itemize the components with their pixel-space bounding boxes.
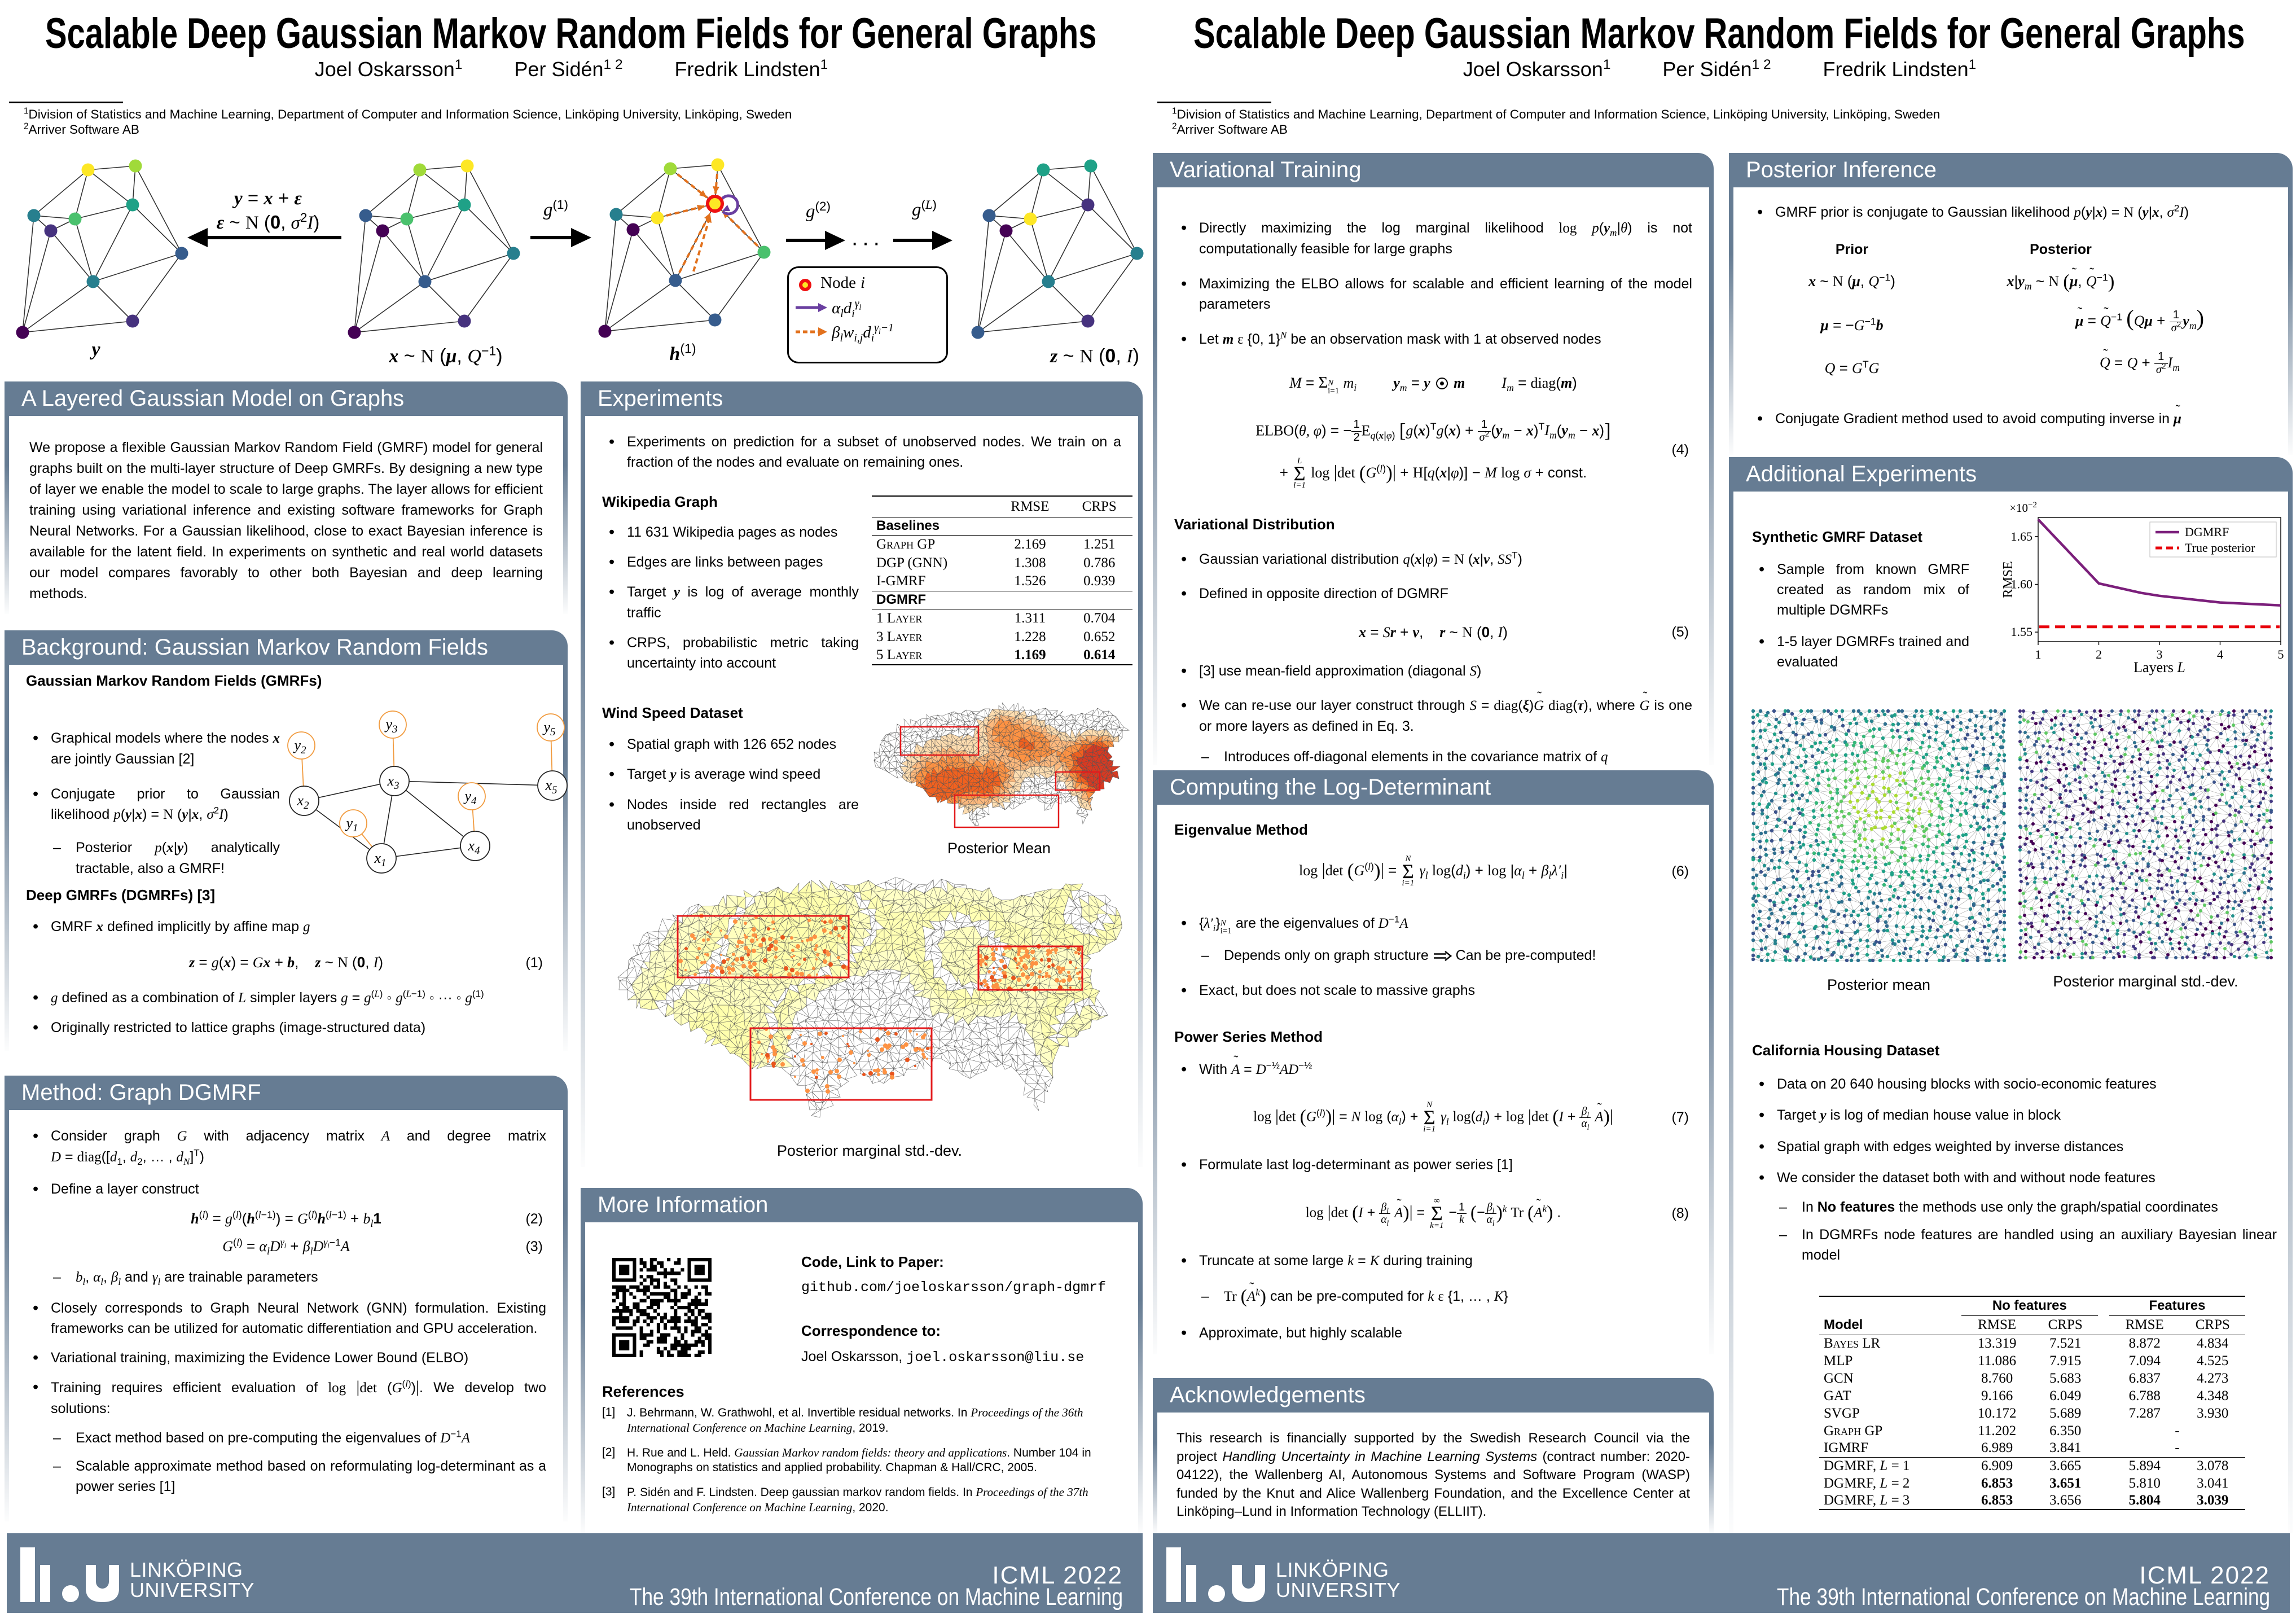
svg-text:True posterior: True posterior: [2185, 541, 2255, 555]
svg-text:×10−2: ×10−2: [2009, 501, 2037, 515]
svg-text:RMSE: RMSE: [2001, 561, 2016, 598]
svg-text:1.55: 1.55: [2011, 625, 2033, 639]
svg-text:Layers L: Layers L: [2133, 659, 2185, 675]
svg-text:3: 3: [2157, 647, 2163, 661]
svg-text:4: 4: [2217, 647, 2223, 661]
svg-text:1.65: 1.65: [2011, 529, 2033, 543]
svg-text:DGMRF: DGMRF: [2185, 525, 2229, 539]
svg-text:1.60: 1.60: [2011, 577, 2033, 591]
svg-text:5: 5: [2278, 647, 2284, 661]
svg-text:2: 2: [2096, 647, 2102, 661]
svg-text:1: 1: [2035, 647, 2042, 661]
